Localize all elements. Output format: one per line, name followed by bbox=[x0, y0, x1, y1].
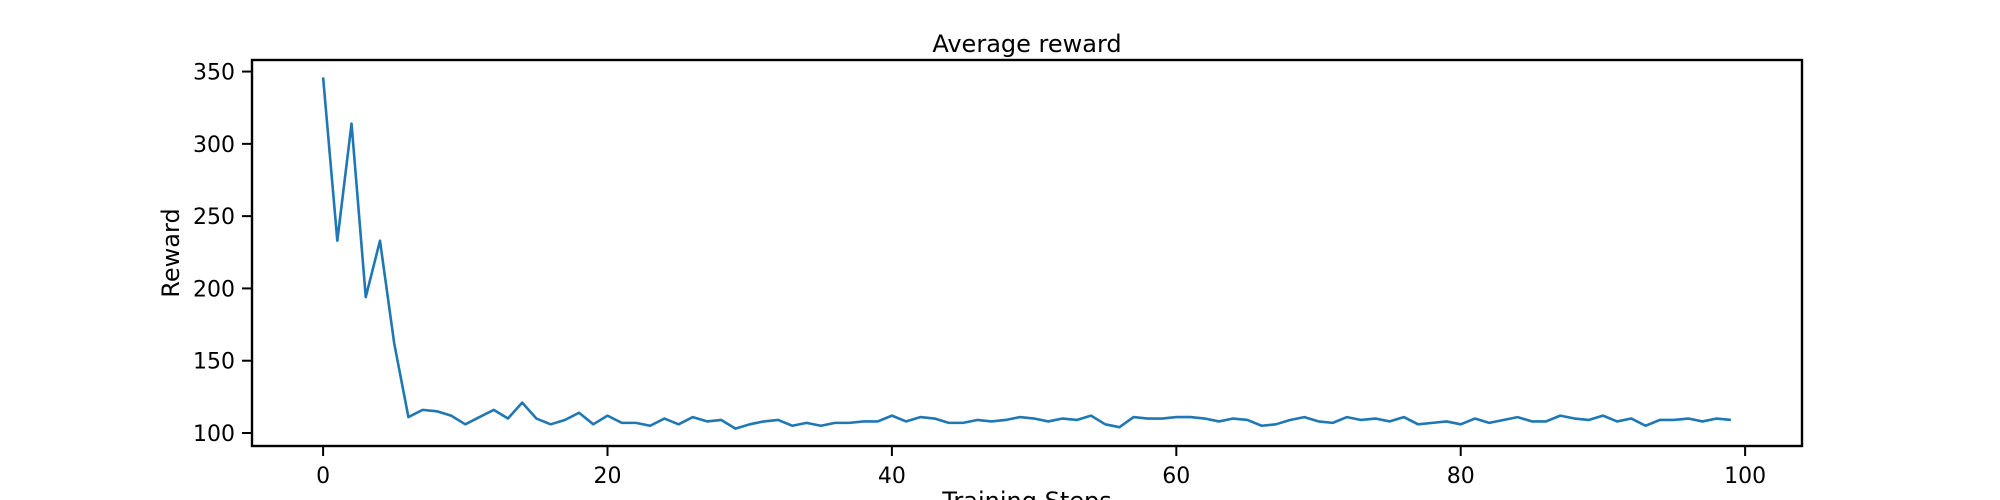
plot-frame bbox=[250, 58, 1804, 448]
y-tick-label: 300 bbox=[193, 133, 235, 158]
x-tick-label: 20 bbox=[594, 464, 622, 489]
series-line bbox=[321, 77, 1732, 430]
x-tick-label: 40 bbox=[878, 464, 906, 489]
y-tick-label: 350 bbox=[193, 61, 235, 86]
chart-title: Average reward bbox=[932, 30, 1121, 58]
x-tick-label: 80 bbox=[1447, 464, 1475, 489]
x-tick-label: 0 bbox=[316, 464, 330, 489]
y-tick-label: 150 bbox=[193, 350, 235, 375]
series-layer bbox=[321, 77, 1732, 430]
y-axis-label: Reward bbox=[157, 208, 185, 297]
y-tick-label: 100 bbox=[193, 422, 235, 447]
x-tick-label: 100 bbox=[1724, 464, 1766, 489]
x-axis-label: Training Steps bbox=[941, 487, 1111, 500]
y-tick-label: 200 bbox=[193, 277, 235, 302]
axis-ticks: 0 20 40 60 80 100 100 150 200 250 300 350 bbox=[193, 61, 1766, 489]
x-tick-label: 60 bbox=[1162, 464, 1190, 489]
y-tick-label: 250 bbox=[193, 205, 235, 230]
